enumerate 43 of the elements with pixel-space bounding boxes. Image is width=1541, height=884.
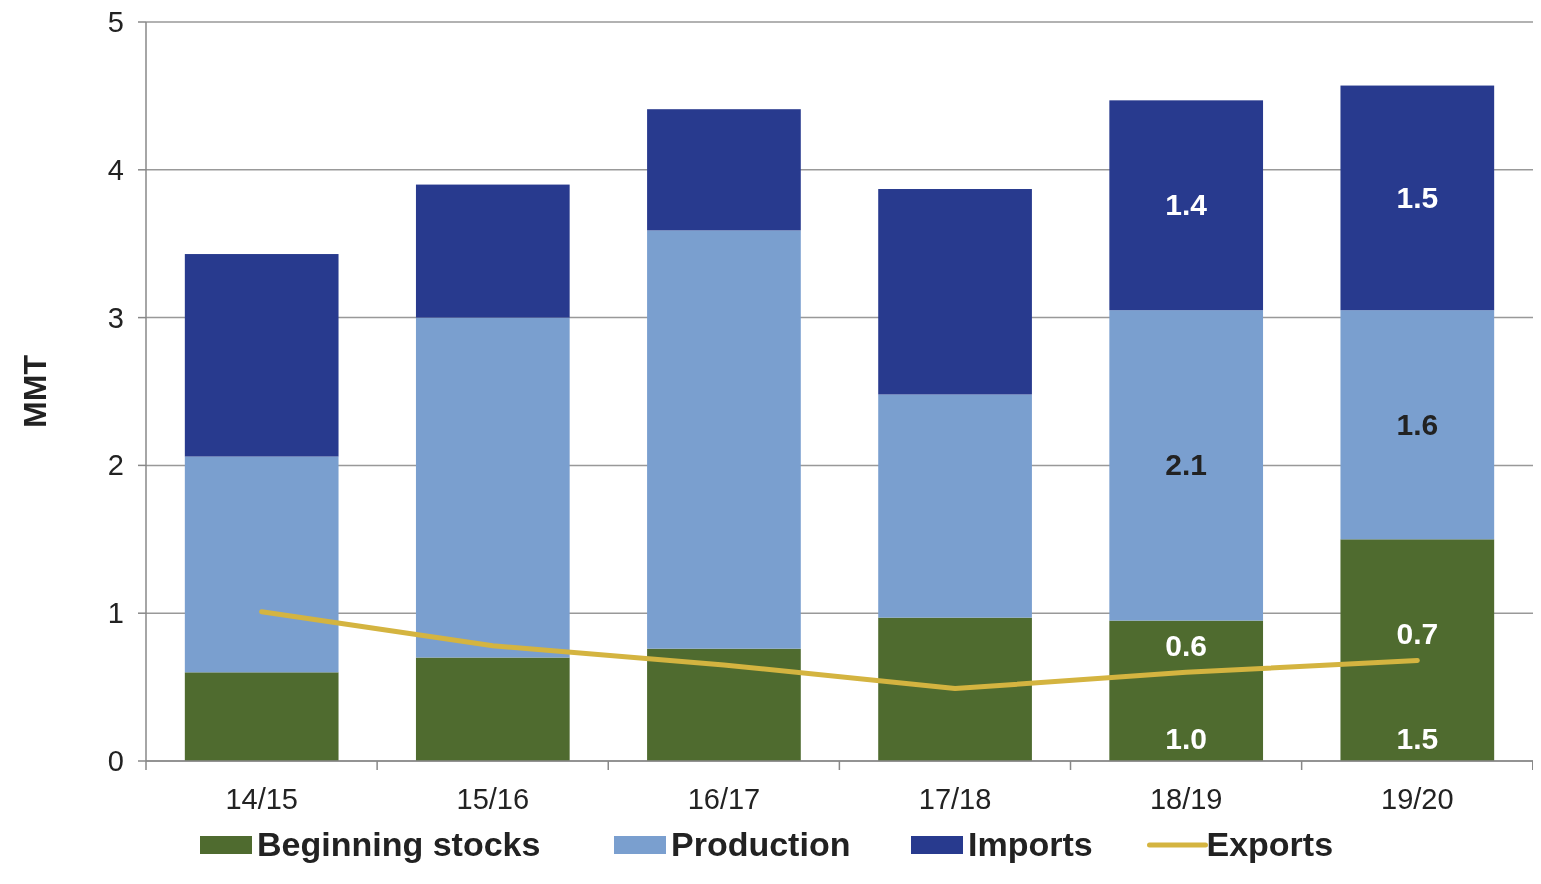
legend-label: Production [671,825,851,863]
y-tick-label: 5 [107,6,124,38]
data-label: 0.6 [1165,629,1208,663]
bar [184,672,339,761]
y-axis-title: MMT [17,354,53,428]
bar [1109,100,1264,311]
data-label: 1.6 [1396,407,1439,441]
bar [1340,539,1495,761]
bar [1340,310,1495,540]
bar [1109,310,1264,621]
bar [1340,85,1495,311]
data-label: 0.7 [1396,617,1439,651]
x-tick-label: 15/16 [456,783,530,815]
bar [184,254,339,457]
bar [878,189,1032,395]
y-tick-label: 4 [107,153,124,186]
bar [1109,620,1264,761]
y-tick-label: 1 [107,597,124,630]
data-label: 1.5 [1396,180,1439,214]
bar [415,317,570,658]
bar [647,648,801,761]
bar [878,394,1032,618]
legend-label: Imports [968,825,1093,863]
data-label: 2.1 [1165,448,1208,482]
bar [415,184,570,318]
legend-label: Exports [1206,825,1334,863]
x-tick-label: 18/19 [1149,783,1223,815]
y-tick-label: 0 [107,745,124,777]
data-label: 1.0 [1165,722,1208,755]
bar [878,617,1032,761]
bar [647,109,801,231]
data-label: 1.5 [1396,722,1439,755]
bar [647,230,801,649]
bar [415,657,570,761]
data-label: 1.4 [1165,188,1208,222]
y-tick-label: 3 [107,301,124,334]
y-tick-label: 2 [107,449,124,482]
x-tick-label: 14/15 [225,783,298,815]
bar [184,456,339,673]
x-tick-label: 16/17 [687,783,761,815]
legend-label: Beginning stocks [257,825,541,863]
x-tick-label: 17/18 [918,783,992,815]
x-tick-label: 19/20 [1381,783,1454,815]
